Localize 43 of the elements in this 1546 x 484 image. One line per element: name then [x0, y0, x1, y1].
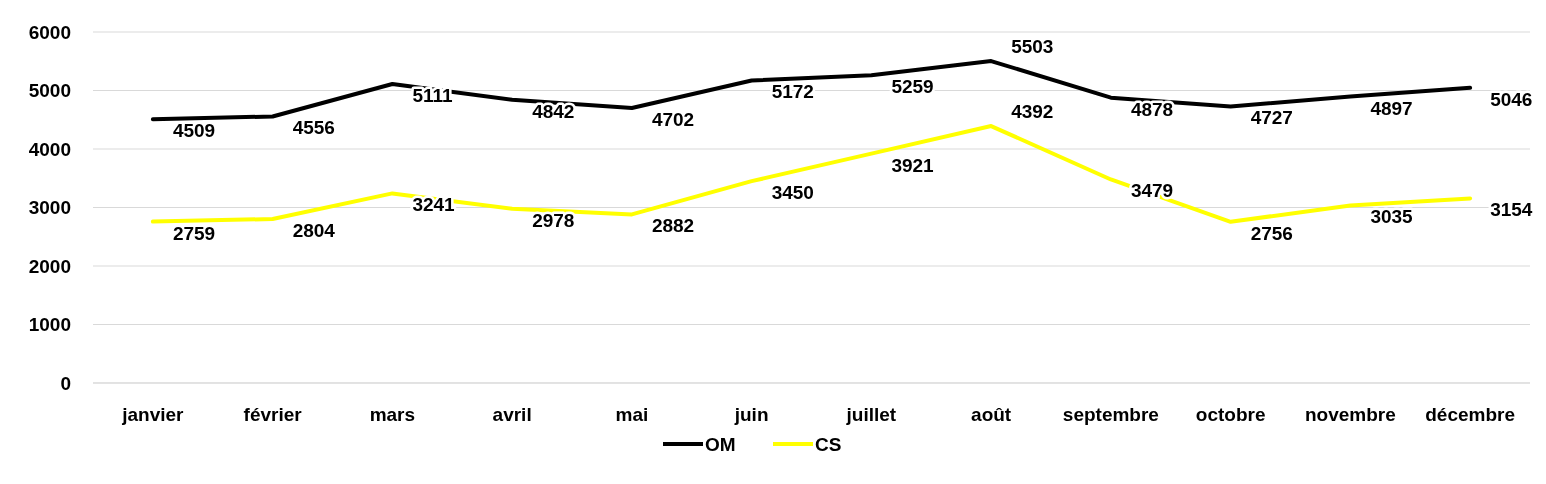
y-tick-label: 0	[60, 372, 71, 394]
data-label: 4842	[532, 100, 575, 122]
data-label: 4897	[1370, 97, 1413, 119]
data-label: 5259	[891, 76, 934, 98]
x-tick-label: août	[971, 404, 1012, 425]
x-tick-label: avril	[492, 404, 532, 425]
x-tick-label: janvier	[121, 404, 185, 425]
data-label: 4556	[292, 117, 335, 139]
x-tick-label: septembre	[1062, 404, 1159, 425]
y-tick-label: 6000	[28, 21, 71, 43]
data-label: 2882	[651, 215, 695, 237]
data-label: 3241	[412, 194, 456, 216]
x-tick-label: novembre	[1304, 404, 1396, 425]
x-tick-label: mars	[369, 404, 416, 425]
data-label: 4727	[1250, 107, 1293, 129]
x-tick-label: décembre	[1425, 404, 1516, 425]
y-tick-label: 4000	[28, 138, 71, 160]
data-label: 4509	[172, 120, 216, 142]
data-label: 3035	[1370, 206, 1414, 228]
data-label: 4702	[651, 108, 695, 130]
legend-label: CS	[815, 433, 842, 455]
data-label: 2756	[1250, 222, 1293, 244]
data-label: 3450	[771, 182, 814, 204]
legend-label: OM	[705, 433, 736, 455]
data-label: 5172	[771, 81, 814, 103]
y-tick-label: 2000	[28, 255, 71, 277]
data-label: 5046	[1490, 88, 1533, 110]
x-tick-label: juillet	[845, 404, 897, 425]
data-label: 2804	[292, 219, 336, 241]
data-label: 4392	[1011, 101, 1054, 123]
data-label: 2759	[172, 222, 216, 244]
y-tick-label: 3000	[28, 197, 71, 219]
x-tick-label: octobre	[1195, 404, 1266, 425]
data-label: 3154	[1490, 199, 1533, 221]
x-tick-label: mai	[615, 404, 649, 425]
x-tick-label: février	[243, 404, 303, 425]
data-label: 4878	[1130, 98, 1174, 120]
data-label: 5503	[1011, 36, 1054, 58]
data-label: 2978	[532, 209, 575, 231]
y-tick-label: 5000	[28, 80, 71, 102]
x-tick-label: juin	[733, 404, 769, 425]
data-label: 3921	[891, 154, 935, 176]
y-tick-label: 1000	[28, 314, 71, 336]
